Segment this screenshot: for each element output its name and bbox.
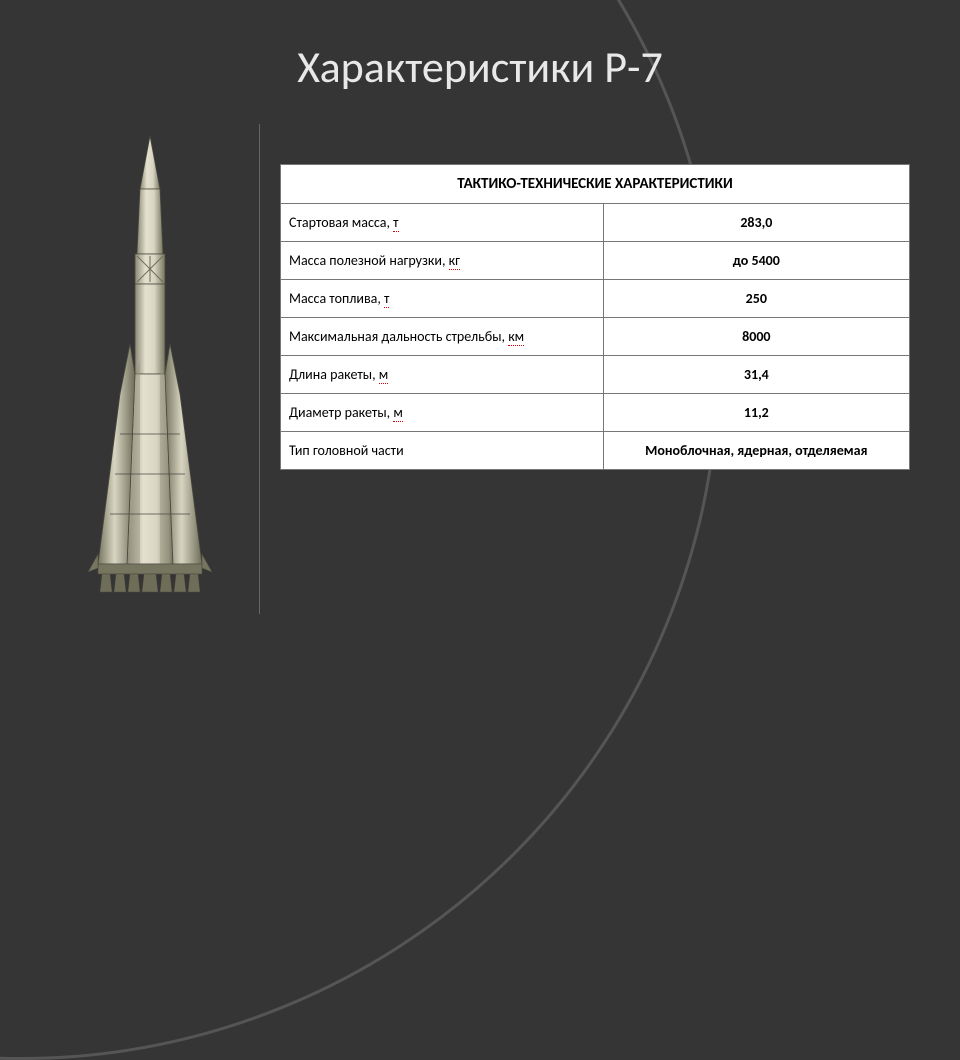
spec-label: Тип головной части [281, 432, 604, 470]
spec-table-box: ТАКТИКО-ТЕХНИЧЕСКИЕ ХАРАКТЕРИСТИКИ Старт… [280, 164, 910, 470]
spec-table: ТАКТИКО-ТЕХНИЧЕСКИЕ ХАРАКТЕРИСТИКИ Старт… [280, 164, 910, 470]
table-row: Стартовая масса, т 283,0 [281, 204, 910, 242]
slide-content: Характеристики Р-7 [0, 0, 960, 614]
spec-label: Стартовая масса, т [281, 204, 604, 242]
spec-value: 8000 [603, 318, 909, 356]
spec-label: Длина ракеты, м [281, 356, 604, 394]
table-row: Масса топлива, т 250 [281, 280, 910, 318]
rocket-icon [80, 134, 220, 604]
spec-value: Моноблочная, ядерная, отделяемая [603, 432, 909, 470]
spec-label: Масса топлива, т [281, 280, 604, 318]
spec-value: 31,4 [603, 356, 909, 394]
spec-value: 283,0 [603, 204, 909, 242]
spec-label: Диаметр ракеты, м [281, 394, 604, 432]
table-row: Максимальная дальность стрельбы, км 8000 [281, 318, 910, 356]
spec-value: 250 [603, 280, 909, 318]
table-row: Масса полезной нагрузки, кг до 5400 [281, 242, 910, 280]
spec-value: 11,2 [603, 394, 909, 432]
rocket-illustration-box [50, 124, 260, 614]
spec-label: Максимальная дальность стрельбы, км [281, 318, 604, 356]
spec-value: до 5400 [603, 242, 909, 280]
table-header-row: ТАКТИКО-ТЕХНИЧЕСКИЕ ХАРАКТЕРИСТИКИ [281, 165, 910, 204]
table-header: ТАКТИКО-ТЕХНИЧЕСКИЕ ХАРАКТЕРИСТИКИ [281, 165, 910, 204]
table-row: Длина ракеты, м 31,4 [281, 356, 910, 394]
body-row: ТАКТИКО-ТЕХНИЧЕСКИЕ ХАРАКТЕРИСТИКИ Старт… [50, 124, 910, 614]
table-row: Диаметр ракеты, м 11,2 [281, 394, 910, 432]
table-row: Тип головной части Моноблочная, ядерная,… [281, 432, 910, 470]
spec-label: Масса полезной нагрузки, кг [281, 242, 604, 280]
page-title: Характеристики Р-7 [50, 40, 910, 94]
